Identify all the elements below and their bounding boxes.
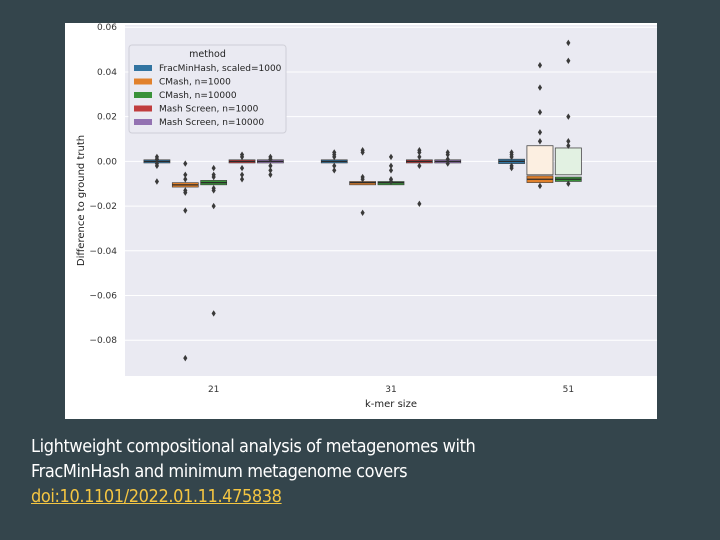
outlier-point (445, 160, 450, 167)
doi-link[interactable]: doi:10.1101/2022.01.11.475838 (31, 486, 282, 507)
outlier-point (239, 153, 245, 161)
outlier-point (388, 167, 394, 174)
outlier-point (239, 176, 245, 183)
y-tick-label: −0.06 (89, 292, 117, 302)
outlier-point (332, 153, 337, 161)
outlier-point (566, 39, 571, 47)
outlier-point (417, 200, 422, 208)
y-tick-label: −0.04 (89, 247, 117, 257)
slide-caption: Lightweight compositional analysis of me… (31, 434, 691, 509)
outlier-point (360, 176, 365, 183)
x-axis-label: k-mer size (365, 399, 417, 410)
outlier-point (537, 62, 543, 69)
legend-frame (128, 44, 287, 134)
outlier-point (268, 171, 273, 178)
outlier-point (154, 162, 159, 170)
outlier-point (154, 178, 159, 185)
outlier-point (360, 149, 365, 156)
y-tick-label: 0.00 (97, 157, 117, 167)
outlier-point (268, 162, 273, 170)
legend-entry: CMash, n=10000 (159, 91, 237, 101)
outlier-point (417, 162, 422, 170)
y-tick-label: 0.04 (97, 68, 117, 78)
outlier-point (268, 167, 273, 174)
legend-entry: CMash, n=1000 (159, 78, 231, 88)
outlier-point (417, 153, 422, 161)
outlier-point (509, 164, 514, 172)
outlier-point (509, 153, 514, 161)
outlier-point (537, 108, 543, 116)
y-tick-label: −0.08 (89, 336, 117, 346)
outlier-point (566, 113, 571, 120)
figure-panel: 0.06 0.04 0.02 0.00 −0.02 −0.04 −0.06 −0.08 21 31… (65, 23, 657, 419)
outlier-point (445, 151, 450, 158)
x-tick-label: 51 (563, 385, 574, 395)
legend-swatch (134, 65, 152, 71)
boxen-outer-box (526, 145, 554, 176)
legend-entry: Mash Screen, n=1000 (159, 105, 259, 115)
outlier-point (537, 182, 543, 190)
outlier-point (537, 84, 543, 91)
outlier-point (566, 180, 571, 187)
boxen-outer-box (554, 147, 582, 176)
outlier-point (332, 167, 337, 174)
outlier-point (211, 173, 216, 181)
y-tick-label: 0.06 (97, 23, 117, 33)
legend-swatch (134, 78, 152, 85)
outlier-point (332, 162, 337, 170)
legend-entry: FracMinHash, scaled=1000 (159, 64, 282, 74)
outlier-point (239, 171, 245, 178)
y-tick-label: −0.02 (89, 202, 117, 212)
legend-swatch (134, 105, 152, 112)
outlier-point (211, 187, 216, 194)
y-axis-label: Difference to ground truth (76, 135, 87, 266)
legend: method FracMinHash, scaled=1000 CMash, n=1… (128, 44, 287, 134)
outlier-point (211, 164, 216, 172)
x-tick-label: 21 (208, 385, 219, 395)
outlier-point (268, 155, 273, 163)
x-tick-label: 31 (385, 385, 396, 395)
legend-entry: Mash Screen, n=10000 (159, 118, 264, 128)
outlier-point (566, 138, 571, 145)
caption-title-line-1: Lightweight compositional analysis of me… (31, 436, 476, 457)
outlier-point (211, 310, 216, 317)
outlier-point (388, 153, 394, 161)
outlier-point (360, 209, 365, 216)
outlier-point (211, 202, 216, 210)
outlier-point (566, 57, 571, 64)
boxen-chart: 0.06 0.04 0.02 0.00 −0.02 −0.04 −0.06 −0.08 21 31… (76, 23, 657, 410)
outlier-point (566, 142, 571, 149)
legend-title: method (189, 49, 226, 60)
caption-title-line-2: FracMinHash and minimum metagenome cover… (31, 461, 408, 482)
legend-swatch (134, 119, 152, 125)
outlier-point (239, 164, 245, 172)
outlier-point (154, 155, 159, 163)
legend-swatch (134, 92, 152, 98)
y-tick-label: 0.02 (97, 113, 117, 123)
outlier-point (537, 129, 543, 136)
outlier-point (445, 155, 450, 163)
outlier-point (537, 138, 543, 145)
outlier-point (388, 178, 394, 185)
outlier-point (417, 149, 422, 156)
outlier-point (388, 162, 394, 170)
